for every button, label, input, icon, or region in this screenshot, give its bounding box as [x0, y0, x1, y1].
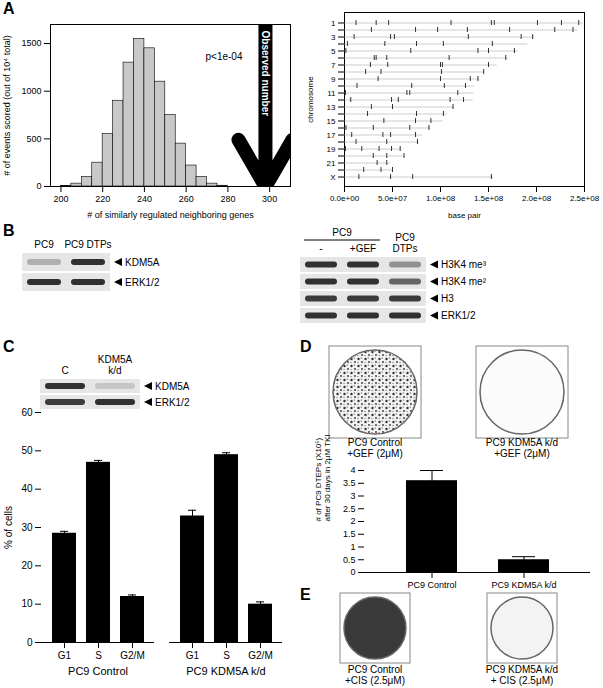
svg-text:220: 220 [95, 194, 110, 204]
svg-text:17: 17 [327, 131, 336, 140]
svg-text:3: 3 [331, 33, 336, 42]
svg-text:G2/M: G2/M [120, 650, 144, 661]
svg-text:280: 280 [220, 194, 235, 204]
svg-text:KDM5A: KDM5A [155, 381, 190, 392]
svg-text:30: 30 [21, 522, 33, 533]
svg-text:+GEF: +GEF [350, 243, 376, 254]
svg-text:19: 19 [327, 145, 336, 154]
svg-text:60: 60 [21, 407, 33, 418]
svg-text:X: X [330, 173, 336, 182]
svg-text:chromosome: chromosome [306, 76, 315, 123]
svg-text:300: 300 [262, 194, 277, 204]
svg-text:PC9 KDM5A k/d: PC9 KDM5A k/d [186, 665, 265, 677]
svg-text:S: S [95, 650, 102, 661]
svg-text:G1: G1 [58, 650, 72, 661]
svg-text:% of cells: % of cells [3, 506, 14, 549]
svg-text:1.5e+08: 1.5e+08 [474, 194, 504, 203]
svg-text:KDM5A: KDM5A [125, 257, 160, 268]
svg-text:20: 20 [21, 560, 33, 571]
svg-text:PC9: PC9 [34, 239, 54, 250]
svg-text:5: 5 [331, 47, 336, 56]
svg-text:C: C [3, 338, 15, 355]
svg-text:PC9 Control: PC9 Control [68, 665, 128, 677]
svg-text:50: 50 [21, 445, 33, 456]
svg-text:7: 7 [331, 61, 336, 70]
svg-text:A: A [3, 0, 15, 17]
svg-text:ERK1/2: ERK1/2 [155, 397, 190, 408]
svg-text:10: 10 [21, 598, 33, 609]
svg-text:0: 0 [27, 637, 33, 648]
svg-text:D: D [300, 338, 312, 355]
svg-text:40: 40 [21, 483, 33, 494]
svg-text:5.0e+07: 5.0e+07 [378, 194, 408, 203]
svg-text:0.0e+00: 0.0e+00 [330, 194, 360, 203]
svg-text:1.5: 1.5 [343, 529, 356, 539]
svg-text:PC9 KDM5A k/d+ CIS (2.5μM): PC9 KDM5A k/d+ CIS (2.5μM) [486, 664, 558, 686]
svg-text:9: 9 [331, 75, 336, 84]
svg-text:G1: G1 [186, 650, 200, 661]
svg-text:260: 260 [179, 194, 194, 204]
svg-text:# of events scored (out of 10⁴: # of events scored (out of 10⁴ total) [2, 35, 12, 175]
svg-text:E: E [300, 586, 311, 603]
svg-text:PC9: PC9 [332, 227, 352, 238]
svg-text:21: 21 [327, 159, 336, 168]
svg-text:200: 200 [53, 194, 68, 204]
svg-text:3: 3 [350, 491, 355, 501]
svg-text:H3K4 me²: H3K4 me² [441, 276, 487, 287]
svg-text:0: 0 [36, 181, 41, 191]
svg-text:1000: 1000 [21, 86, 41, 96]
svg-text:1: 1 [331, 19, 336, 28]
svg-text:p<1e-04: p<1e-04 [206, 51, 243, 62]
svg-text:15: 15 [327, 117, 336, 126]
svg-text:# of similarly regulated neigh: # of similarly regulated neighboring gen… [87, 210, 254, 220]
svg-text:# of PC9 DTEPs (X10⁵)after 30: # of PC9 DTEPs (X10⁵)after 30 days in 2μ… [314, 434, 332, 521]
svg-text:0.5: 0.5 [343, 555, 356, 565]
svg-text:C: C [61, 365, 68, 376]
svg-text:PC9 KDM5A k/d+GEF (2μM): PC9 KDM5A k/d+GEF (2μM) [486, 437, 558, 459]
svg-text:PC9DTPs: PC9DTPs [393, 232, 418, 254]
svg-text:PC9 DTPs: PC9 DTPs [64, 239, 111, 250]
svg-text:Observed number: Observed number [260, 31, 271, 117]
svg-text:2.0e+08: 2.0e+08 [522, 194, 552, 203]
svg-text:500: 500 [26, 134, 41, 144]
svg-text:1: 1 [350, 542, 355, 552]
svg-text:0: 0 [350, 567, 355, 577]
svg-text:KDM5Ak/d: KDM5Ak/d [98, 354, 133, 376]
svg-text:PC9 KDM5A k/d: PC9 KDM5A k/d [491, 580, 556, 590]
svg-text:PC9 Control+CIS (2.5μM): PC9 Control+CIS (2.5μM) [345, 664, 405, 686]
svg-text:base pair: base pair [448, 211, 481, 220]
svg-text:H3: H3 [441, 293, 454, 304]
svg-text:1500: 1500 [21, 38, 41, 48]
svg-text:2.5: 2.5 [343, 504, 356, 514]
svg-text:-: - [319, 243, 322, 254]
svg-text:H3K4 me³: H3K4 me³ [441, 259, 487, 270]
svg-text:4: 4 [350, 465, 355, 475]
svg-text:11: 11 [327, 89, 336, 98]
svg-text:13: 13 [327, 103, 336, 112]
svg-text:PC9 Control: PC9 Control [407, 580, 456, 590]
svg-text:3.5: 3.5 [343, 478, 356, 488]
svg-text:S: S [223, 650, 230, 661]
svg-text:2.5e+08: 2.5e+08 [570, 194, 600, 203]
svg-text:ERK1/2: ERK1/2 [125, 277, 160, 288]
svg-text:240: 240 [137, 194, 152, 204]
svg-text:1.0e+08: 1.0e+08 [426, 194, 456, 203]
svg-text:PC9 Control+GEF (2μM): PC9 Control+GEF (2μM) [347, 437, 403, 459]
svg-text:G2/M: G2/M [248, 650, 272, 661]
svg-text:B: B [3, 222, 15, 239]
svg-text:ERK1/2: ERK1/2 [441, 310, 476, 321]
svg-text:2: 2 [350, 516, 355, 526]
